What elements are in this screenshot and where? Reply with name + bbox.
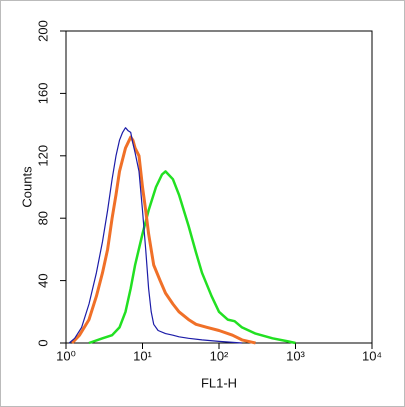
y-tick-label: 40 xyxy=(35,273,50,287)
histogram-line xyxy=(68,127,243,344)
histogram-line xyxy=(88,170,296,345)
y-tick-label: 0 xyxy=(35,339,50,346)
y-tick-label: 120 xyxy=(35,145,50,167)
x-axis-label: FL1-H xyxy=(201,375,237,390)
y-tick-label: 200 xyxy=(35,20,50,42)
x-tick-label: 10⁰ xyxy=(56,348,76,363)
y-tick-label: 80 xyxy=(35,211,50,225)
x-tick-label: 10⁴ xyxy=(362,348,382,363)
y-tick-label: 160 xyxy=(35,83,50,105)
x-tick-label: 10² xyxy=(210,348,229,363)
x-tick-label: 10¹ xyxy=(133,348,152,363)
histogram-line xyxy=(71,135,256,345)
y-axis-label: Counts xyxy=(19,166,34,208)
x-tick-label: 10³ xyxy=(286,348,305,363)
